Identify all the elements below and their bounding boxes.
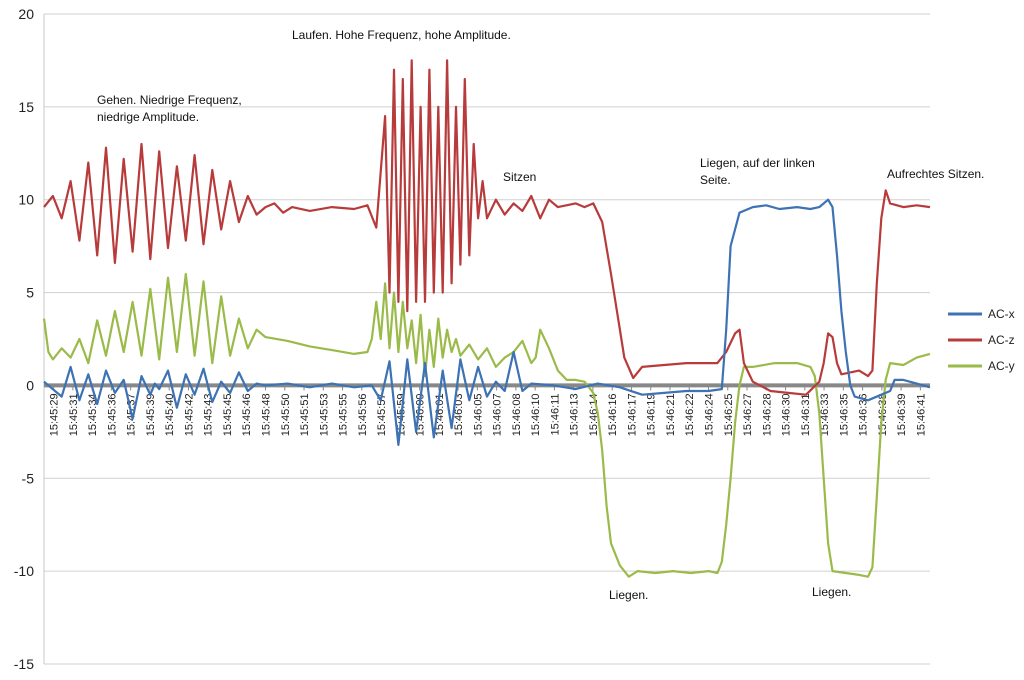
x-tick-label: 15:46:27 (742, 393, 754, 436)
x-tick-label: 15:46:19 (646, 393, 658, 436)
series-lines (42, 59, 931, 578)
x-tick-label: 15:45:51 (299, 393, 311, 436)
x-tick-label: 15:46:21 (665, 393, 677, 436)
x-tick-label: 15:46:10 (530, 393, 542, 436)
y-tick-label: 15 (18, 99, 34, 115)
x-tick-label: 15:46:33 (819, 393, 831, 436)
series-line-ac-y (42, 272, 931, 578)
x-tick-label: 15:45:53 (318, 393, 330, 436)
x-tick-label: 15:46:41 (915, 393, 927, 436)
x-tick-label: 15:45:42 (183, 393, 195, 436)
annotation-line: Liegen. (609, 588, 648, 602)
x-tick-label: 15:46:31 (800, 393, 812, 436)
x-tick-label: 15:45:43 (203, 393, 215, 436)
y-tick-label: 10 (18, 192, 34, 208)
x-tick-label: 15:45:46 (241, 393, 253, 436)
y-tick-label: 20 (18, 6, 34, 22)
x-axis: 15:45:29 15:45:31 15:45:34 15:45:36 15:45:37… (49, 385, 927, 436)
x-tick-label: 15:45:50 (280, 393, 292, 436)
x-tick-label: 15:46:39 (896, 393, 908, 436)
annotation: Liegen. (812, 585, 851, 599)
x-tick-label: 15:46:03 (453, 393, 465, 436)
x-tick-label: 15:46:22 (684, 393, 696, 436)
annotation-line: Sitzen (503, 170, 536, 184)
annotation-line: niedrige Amplitude. (97, 110, 199, 124)
x-tick-label: 15:46:36 (858, 393, 870, 436)
series-line-ac-x (43, 198, 931, 446)
x-tick-label: 15:45:31 (68, 393, 80, 436)
annotation: Laufen. Hohe Frequenz, hohe Amplitude. (292, 28, 511, 42)
legend: AC-x AC-z AC-y (948, 307, 1015, 373)
x-tick-label: 15:45:55 (338, 393, 350, 436)
x-tick-label: 15:46:30 (781, 393, 793, 436)
y-tick-label: -10 (14, 563, 34, 579)
x-tick-label: 15:46:01 (434, 393, 446, 436)
x-tick-label: 15:46:16 (607, 393, 619, 436)
x-tick-label: 15:45:57 (376, 393, 388, 436)
x-tick-label: 15:45:45 (222, 393, 234, 436)
x-tick-label: 15:45:39 (145, 393, 157, 436)
x-tick-label: 15:46:28 (761, 393, 773, 436)
x-tick-label: 15:45:29 (49, 393, 61, 436)
y-tick-label: 0 (26, 377, 34, 393)
x-tick-label: 15:46:25 (723, 393, 735, 436)
x-tick-label: 15:46:05 (472, 393, 484, 436)
x-tick-label: 15:45:48 (261, 393, 273, 436)
x-tick-label: 15:46:17 (626, 393, 638, 436)
annotation: Liegen, auf der linken Seite. (700, 156, 815, 187)
x-tick-label: 15:46:14 (588, 393, 600, 436)
annotation-line: Gehen. Niedrige Frequenz, (97, 93, 242, 107)
x-tick-label: 15:45:56 (357, 393, 369, 436)
annotations: Gehen. Niedrige Frequenz, niedrige Amplit… (97, 28, 984, 602)
y-tick-label: 5 (26, 285, 34, 301)
y-axis: 20 15 10 5 0 -5 -10 -15 (14, 6, 45, 672)
x-tick-label: 15:46:24 (704, 393, 716, 436)
y-tick-label: -15 (14, 656, 34, 672)
annotation: Liegen. (609, 588, 648, 602)
x-tick-label: 15:46:13 (569, 393, 581, 436)
annotation: Aufrechtes Sitzen. (887, 167, 984, 181)
x-tick-label: 15:45:40 (164, 393, 176, 436)
annotation-line: Seite. (700, 173, 731, 187)
annotation-line: Liegen, auf der linken (700, 156, 815, 170)
annotation-line: Aufrechtes Sitzen. (887, 167, 984, 181)
annotation-line: Liegen. (812, 585, 851, 599)
legend-label-ac-z: AC-z (988, 333, 1015, 347)
y-tick-label: -5 (22, 470, 35, 486)
x-tick-label: 15:46:35 (838, 393, 850, 436)
x-tick-label: 15:46:07 (492, 393, 504, 436)
legend-label-ac-y: AC-y (988, 359, 1015, 373)
series-line-ac-z (43, 59, 931, 396)
legend-label-ac-x: AC-x (988, 307, 1015, 321)
x-tick-label: 15:45:36 (106, 393, 118, 436)
annotation-line: Laufen. Hohe Frequenz, hohe Amplitude. (292, 28, 511, 42)
x-tick-label: 15:46:11 (549, 393, 561, 435)
annotation: Sitzen (503, 170, 536, 184)
annotation: Gehen. Niedrige Frequenz, niedrige Amplit… (97, 93, 242, 124)
x-tick-label: 15:46:08 (511, 393, 523, 436)
